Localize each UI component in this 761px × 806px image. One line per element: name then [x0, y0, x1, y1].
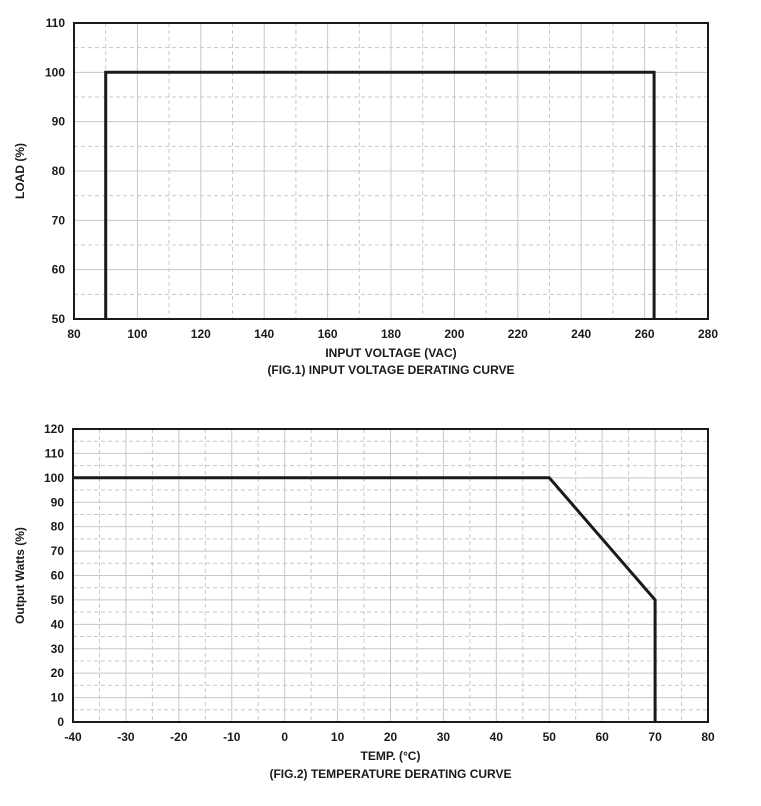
fig2-y-axis-title: Output Watts (%) [13, 527, 27, 624]
temperature-derating-chart: -40 -30 -20 -10 0 10 20 30 40 50 60 70 80 0 10 20 30 40 50… [13, 422, 715, 781]
fig1-x-tick-label: 220 [508, 327, 528, 341]
fig2-x-axis-title: TEMP. (°C) [361, 749, 421, 763]
fig2-y-tick-label: 110 [45, 446, 65, 460]
fig1-x-tick-label: 160 [318, 327, 338, 341]
fig2-figure-caption: (FIG.2) TEMPERATURE DERATING CURVE [269, 767, 511, 781]
fig2-y-tick-label: 90 [51, 495, 65, 509]
fig2-x-tick-label: 80 [701, 730, 715, 744]
fig2-y-tick-label: 80 [51, 520, 65, 534]
fig1-x-tick-label: 120 [191, 327, 211, 341]
fig2-y-tick-label: 10 [51, 691, 65, 705]
fig1-y-tick-label: 60 [52, 263, 66, 277]
fig2-x-tick-label: 50 [543, 730, 557, 744]
fig2-plot-frame [72, 428, 709, 723]
fig1-x-tick-label: 240 [571, 327, 591, 341]
fig2-x-tick-label: 0 [281, 730, 288, 744]
fig1-plot-frame [73, 22, 709, 320]
fig2-x-tick-label: -20 [170, 730, 188, 744]
fig2-x-tick-label: 40 [490, 730, 504, 744]
fig1-x-tick-label: 80 [67, 327, 81, 341]
fig1-x-tick-label: 280 [698, 327, 718, 341]
fig2-x-tick-label: -10 [223, 730, 241, 744]
fig1-derating-curve [104, 70, 656, 319]
fig2-y-tick-label: 40 [51, 617, 65, 631]
fig1-x-tick-label: 200 [444, 327, 464, 341]
fig2-x-tick-label: 30 [437, 730, 451, 744]
fig1-y-tick-label: 90 [52, 115, 66, 129]
fig1-x-tick-label: 260 [635, 327, 655, 341]
fig2-y-tick-label: 30 [51, 642, 65, 656]
fig2-y-tick-label: 70 [51, 544, 65, 558]
fig2-x-tick-label: -40 [64, 730, 82, 744]
fig2-x-tick-label: 10 [331, 730, 345, 744]
input-voltage-derating-chart: 80 100 120 140 160 180 200 220 240 260 280 50 60 70 80… [13, 16, 718, 377]
fig2-y-tick-label: 50 [51, 593, 65, 607]
fig1-y-tick-label: 110 [46, 16, 66, 30]
fig2-y-tick-label: 20 [51, 666, 65, 680]
fig2-y-tick-label: 0 [57, 715, 64, 729]
fig2-derating-curve [73, 476, 657, 722]
fig2-x-tick-label: 20 [384, 730, 398, 744]
fig2-y-tick-label: 60 [51, 569, 65, 583]
fig1-y-tick-label: 80 [52, 164, 66, 178]
fig2-x-tick-label: 60 [595, 730, 609, 744]
fig1-x-tick-label: 100 [127, 327, 147, 341]
fig1-figure-caption: (FIG.1) INPUT VOLTAGE DERATING CURVE [267, 363, 514, 377]
fig1-x-tick-label: 180 [381, 327, 401, 341]
fig2-x-tick-label: 70 [648, 730, 662, 744]
fig2-x-tick-label: -30 [117, 730, 135, 744]
fig1-x-tick-label: 140 [254, 327, 274, 341]
fig1-y-tick-label: 70 [52, 213, 66, 227]
fig1-x-axis-title: INPUT VOLTAGE (VAC) [325, 346, 456, 360]
fig1-y-axis-title: LOAD (%) [13, 143, 27, 199]
fig2-y-tick-label: 100 [44, 471, 64, 485]
fig2-y-tick-label: 120 [44, 422, 64, 436]
fig1-y-tick-label: 100 [45, 65, 65, 79]
fig1-y-tick-label: 50 [52, 312, 66, 326]
